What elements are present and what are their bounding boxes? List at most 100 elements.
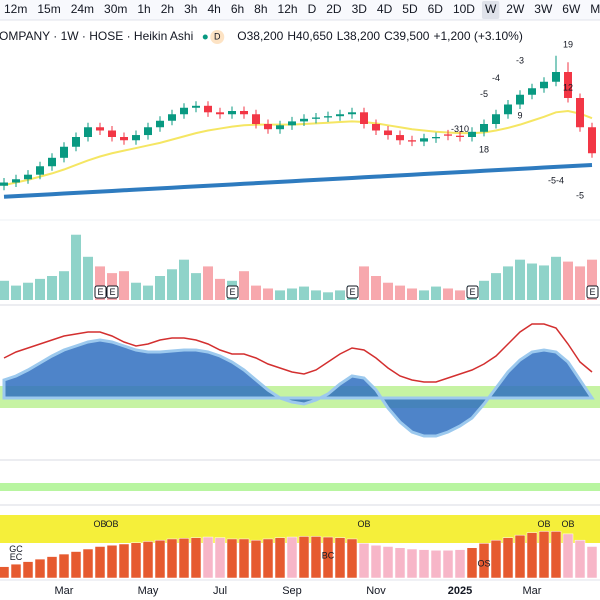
candle-body	[396, 135, 404, 141]
interval-button[interactable]: 24m	[71, 2, 94, 16]
interval-button[interactable]: 3W	[534, 2, 553, 16]
candle-body	[504, 104, 512, 115]
volume-bar	[71, 234, 81, 300]
interval-button[interactable]: 2D	[326, 2, 342, 16]
interval-button[interactable]: 6h	[231, 2, 244, 16]
interval-button[interactable]: 6W	[562, 2, 581, 16]
interval-button[interactable]: 12h	[278, 2, 298, 16]
price-annotation: -3	[516, 55, 524, 65]
volume-bar	[491, 273, 501, 300]
trend-bar	[166, 538, 178, 579]
candle-body	[324, 116, 332, 118]
candle-body	[408, 140, 416, 142]
volume-bar	[23, 282, 33, 300]
volume-bar	[59, 271, 69, 300]
trend-bar	[34, 558, 46, 579]
trend-bar	[106, 544, 118, 579]
candle-body	[528, 88, 536, 95]
ohlc-value: 38,200	[247, 29, 284, 43]
candle-body	[144, 127, 152, 136]
event-marker[interactable]: E	[349, 287, 355, 297]
interval-button[interactable]: 2W	[506, 2, 525, 16]
interval-button[interactable]: M	[590, 2, 600, 16]
trend-bar	[190, 537, 202, 579]
interval-button[interactable]: D	[308, 2, 317, 16]
moving-average	[3, 109, 593, 187]
candle-body	[48, 157, 56, 167]
trend-bar	[274, 537, 286, 579]
volume-bar	[0, 280, 9, 300]
badge-bg	[210, 30, 225, 44]
trend-bar	[154, 539, 166, 579]
interval-button[interactable]: 6D	[428, 2, 444, 16]
trend-bar	[94, 546, 106, 579]
trend-label: OB	[561, 519, 574, 529]
ohlc-key: L	[337, 29, 344, 43]
ohlc-value: 38,200	[343, 29, 380, 43]
trend-bar	[226, 538, 238, 579]
volume-bar	[395, 285, 405, 300]
interval-button[interactable]: 4D	[377, 2, 393, 16]
trend-label: EC	[10, 552, 23, 562]
candle-body	[204, 105, 212, 113]
volume-bar	[11, 285, 21, 300]
volume-bar	[35, 278, 45, 300]
candle-body	[444, 134, 452, 136]
volume-bar	[575, 266, 585, 300]
interval-button[interactable]: 15m	[37, 2, 60, 16]
volume-bar	[263, 288, 273, 300]
event-marker[interactable]: E	[589, 287, 595, 297]
volume-bar	[287, 288, 297, 300]
event-marker-bg	[586, 285, 599, 299]
candle-body	[288, 121, 296, 126]
trend-bar	[22, 561, 34, 579]
event-marker[interactable]: E	[469, 287, 475, 297]
candle-body	[564, 72, 572, 98]
volume-bar	[371, 276, 381, 300]
trend-label: BC	[322, 550, 335, 560]
price-annotation: -310	[451, 124, 469, 134]
event-marker[interactable]: E	[109, 287, 115, 297]
x-axis-label: Jul	[213, 585, 227, 597]
interval-button[interactable]: 1h	[137, 2, 150, 16]
interval-button[interactable]: 30m	[104, 2, 127, 16]
interval-button[interactable]: 3h	[184, 2, 197, 16]
event-marker[interactable]: E	[229, 287, 235, 297]
interval-button[interactable]: 10D	[453, 2, 475, 16]
candle-body	[168, 114, 176, 121]
event-marker-bg	[226, 285, 239, 299]
trend-bar	[574, 539, 586, 579]
trend-bar	[538, 531, 550, 579]
volume-bar	[275, 290, 285, 300]
candle-body	[420, 138, 428, 142]
interval-button[interactable]: 12m	[4, 2, 27, 16]
interval-button[interactable]: 5D	[402, 2, 418, 16]
interval-button[interactable]: 8h	[254, 2, 267, 16]
x-axis-label: May	[138, 585, 159, 597]
trend-bar	[514, 534, 526, 579]
volume-bar	[443, 288, 453, 300]
event-marker[interactable]: E	[97, 287, 103, 297]
x-axis-label: 2025	[448, 585, 472, 597]
interval-button[interactable]: 3D	[352, 2, 368, 16]
volume-bar	[131, 282, 141, 300]
trend-bar	[346, 538, 358, 579]
ohlc-key: C	[384, 29, 393, 43]
event-marker-bg	[346, 285, 359, 299]
volume-bar	[191, 273, 201, 300]
trend-label: OB	[357, 519, 370, 529]
trend-bar	[142, 541, 154, 579]
trend-label: OB	[537, 519, 550, 529]
candle-body	[312, 117, 320, 119]
trend-bar	[250, 539, 262, 579]
interval-button[interactable]: W	[485, 2, 497, 16]
interval-button[interactable]: 4h	[207, 2, 220, 16]
toolbar-bg	[0, 0, 600, 20]
volume-bar	[359, 266, 369, 300]
volume-bar	[119, 271, 129, 300]
trend-bar	[238, 538, 250, 579]
volume-bar	[167, 269, 177, 300]
interval-button[interactable]: 2h	[161, 2, 174, 16]
trend-bar	[454, 549, 466, 579]
